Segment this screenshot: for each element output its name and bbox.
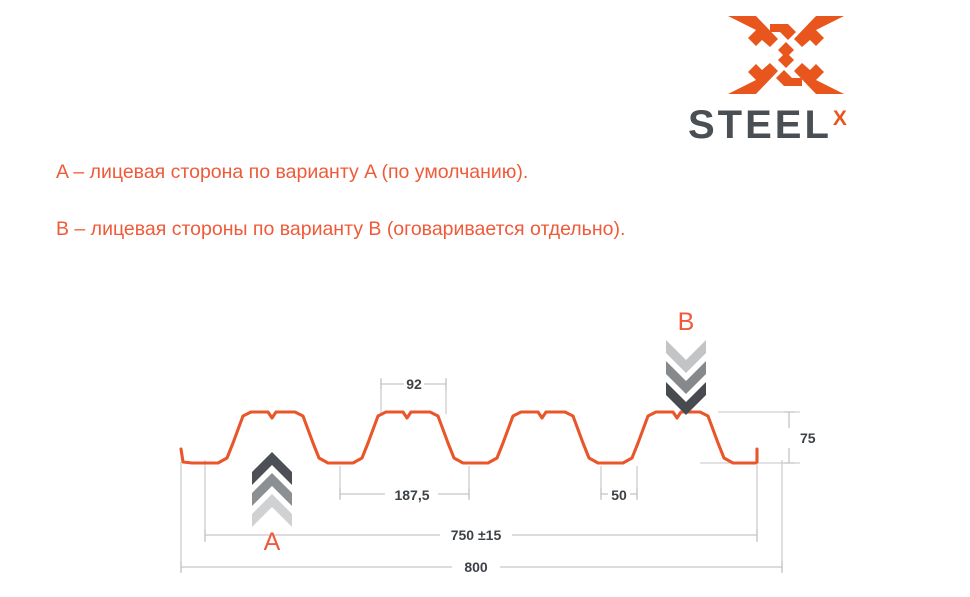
legend-variant-a: A – лицевая сторона по варианту A (по ум…	[56, 161, 529, 183]
dimension-label-pitch: 187,5	[394, 487, 429, 503]
profile-outline	[179, 410, 759, 465]
face-b-label: B	[678, 308, 695, 336]
dimension-end-ticks	[180, 379, 795, 573]
dimension-label-height: 75	[800, 430, 816, 446]
dimension-label-cover-width: 750 ±15	[451, 527, 502, 543]
face-a-chevrons-icon	[252, 452, 292, 527]
dimension-label-valley-width: 50	[611, 487, 627, 503]
wordmark-steel: STEEL	[688, 103, 832, 147]
dimension-label-top-rib-width: 92	[406, 376, 422, 392]
face-b-chevrons-icon	[666, 340, 706, 415]
brand-wordmark: STEELX	[688, 104, 903, 146]
dimension-label-total-width: 800	[464, 559, 488, 575]
dimension-lines	[181, 383, 790, 568]
brand-logo: STEELX	[688, 14, 903, 146]
face-a-label: A	[264, 528, 281, 556]
wordmark-x-superscript: X	[832, 107, 847, 130]
steelx-x-icon	[726, 14, 846, 96]
legend-variant-b: B – лицевая стороны по варианту B (огова…	[56, 218, 626, 240]
